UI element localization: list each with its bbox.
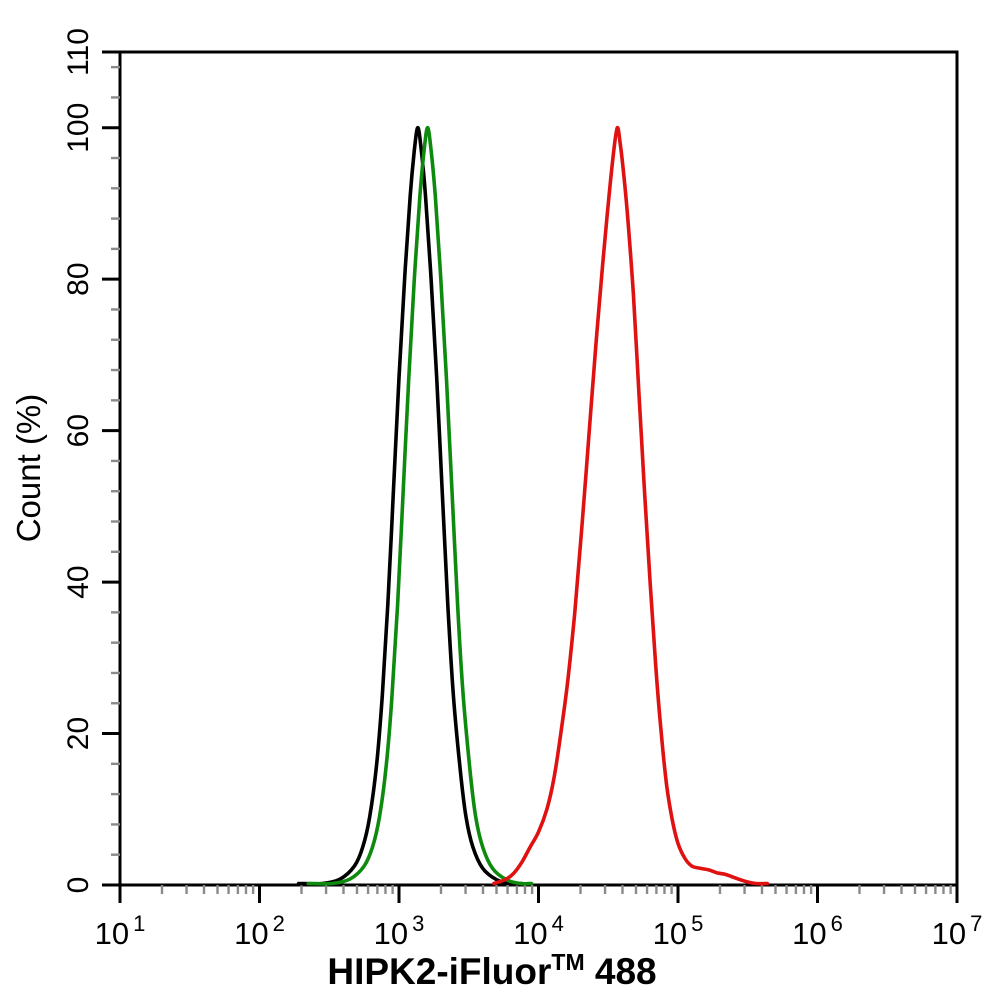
x-tick-label: 10 2	[234, 911, 285, 951]
plot-frame	[118, 50, 959, 887]
y-tick-label: 60	[62, 414, 95, 447]
black-curve	[296, 125, 524, 886]
x-tick-label: 10 5	[653, 911, 704, 951]
x-tick-label: 10 1	[95, 911, 146, 951]
green-curve	[306, 125, 534, 886]
x-tick-label: 10 3	[374, 911, 425, 951]
y-tick-label: 20	[62, 717, 95, 750]
x-axis-title: HIPK2-iFluorTM 488	[327, 949, 656, 992]
y-tick-label: 110	[62, 28, 95, 76]
x-tick-label: 10 6	[792, 911, 843, 951]
y-tick-label: 100	[62, 103, 95, 153]
y-tick-label: 40	[62, 565, 95, 598]
x-tick-label: 10 4	[513, 911, 564, 951]
y-axis-minor-ticks	[111, 65, 120, 856]
y-axis-major-ticks	[102, 50, 120, 887]
y-tick-labels: 0 20 40 60 80 100 110	[62, 28, 95, 893]
x-tick-labels: 10 1 10 2 10 3 10 4 10 5 10 6 10 7	[95, 911, 983, 951]
red-curve	[492, 125, 770, 886]
y-tick-label: 80	[62, 262, 95, 295]
x-axis-major-ticks	[118, 885, 959, 903]
y-axis-title: Count (%)	[10, 394, 47, 543]
y-tick-label: 0	[62, 877, 95, 894]
x-tick-label: 10 7	[932, 911, 983, 951]
x-axis-minor-ticks	[160, 885, 952, 894]
